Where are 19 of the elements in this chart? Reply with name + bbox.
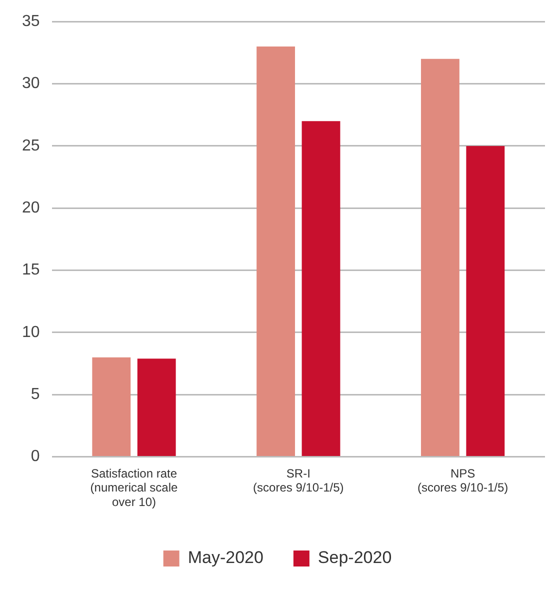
y-tick-label: 25: [22, 137, 40, 154]
y-tick-label: 0: [30, 448, 40, 466]
x-tick-label: NPS (scores 9/10-1/5): [417, 466, 508, 495]
legend-label: May-2020: [188, 548, 264, 568]
y-tick-label: 20: [22, 200, 40, 217]
y-tick-label: 30: [22, 75, 40, 92]
bar: [256, 46, 296, 456]
bar: [466, 146, 505, 456]
y-tick-label: 10: [22, 324, 40, 341]
bar: [137, 358, 176, 456]
y-tick-label: 35: [22, 13, 40, 30]
x-tick-label: SR-I (scores 9/10-1/5): [253, 466, 344, 495]
bar: [302, 121, 340, 456]
y-tick-label: 5: [30, 386, 40, 404]
bar: [420, 58, 460, 456]
legend-label: Sep-2020: [318, 548, 392, 568]
x-tick-label: Satisfaction rate (numerical scale over 10): [90, 466, 178, 510]
bar: [92, 357, 131, 456]
y-tick-label: 15: [22, 262, 40, 279]
